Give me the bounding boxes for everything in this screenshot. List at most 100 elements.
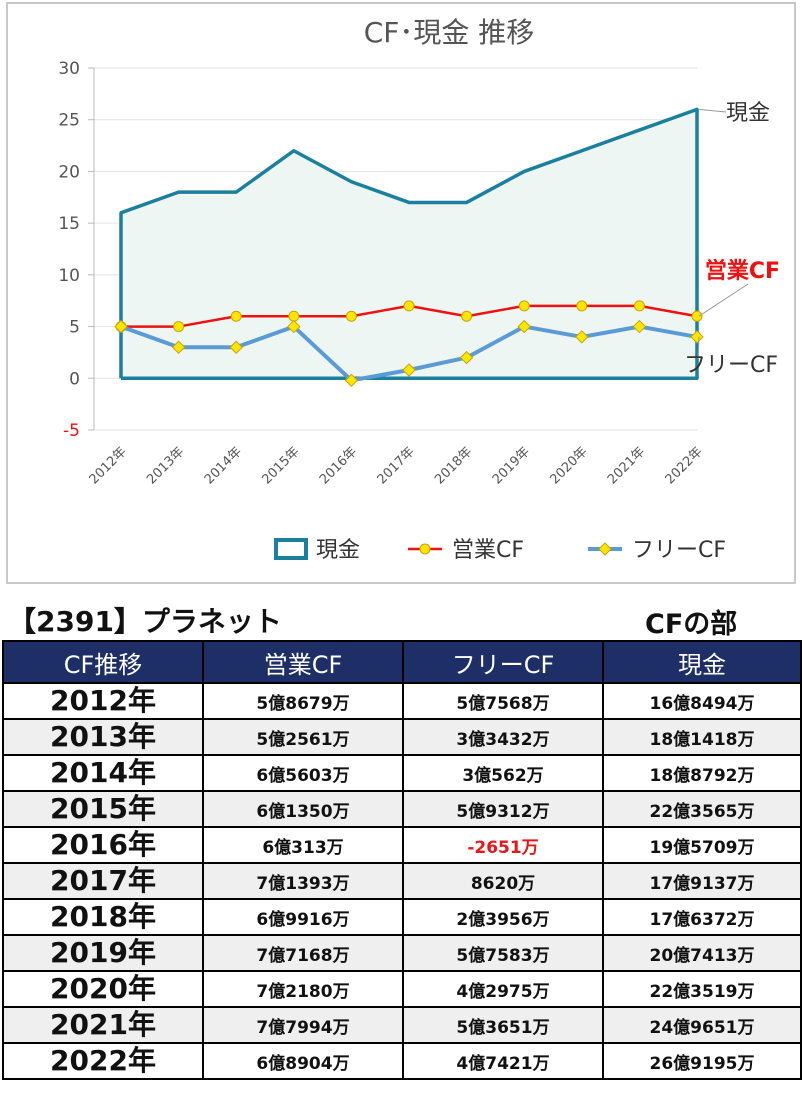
x-tick: 2012年 — [87, 444, 130, 487]
chart-title: CF･現金 推移 — [364, 16, 535, 49]
year-cell: 2013年 — [2, 718, 204, 756]
cash-cell: 22億3565万 — [602, 790, 802, 828]
free-cf-point — [402, 363, 416, 377]
free-cf-callout: フリーCF — [684, 353, 778, 378]
cash-cell: 19億5709万 — [602, 826, 802, 864]
x-tick: 2018年 — [432, 444, 475, 487]
legend-marker — [598, 542, 612, 556]
y-tick-label: 0 — [69, 369, 80, 389]
operating-cf-point — [345, 310, 357, 322]
year-cell: 2019年 — [2, 934, 204, 972]
y-tick-label: 5 — [69, 318, 80, 338]
table-row: 2020年 7億2180万 4億2975万 22億3519万 — [2, 970, 802, 1008]
operating-cf-cell: 7億2180万 — [202, 970, 404, 1008]
year-cell: 2014年 — [2, 754, 204, 792]
operating-cf-point — [173, 321, 185, 333]
legend-item-free-cf: フリーCF — [588, 538, 726, 563]
operating-cf-callout-leader — [698, 283, 749, 317]
cash-area-outline — [119, 107, 699, 381]
x-tick: 2017年 — [375, 444, 418, 487]
cash-cell: 26億9195万 — [602, 1042, 802, 1080]
y-axis-ticks: 30 25 20 15 10 5 0 -5 — [58, 59, 80, 441]
legend-label: フリーCF — [632, 538, 726, 563]
free-cf-cell: 5億9312万 — [402, 790, 604, 828]
header-cash: 現金 — [602, 640, 802, 684]
table-row: 2021年 7億7994万 5億3651万 24億9651万 — [2, 1006, 802, 1044]
free-cf-point — [171, 340, 186, 354]
y-tick-label: 20 — [58, 162, 80, 182]
operating-cf-point — [461, 310, 473, 322]
x-tick: 2015年 — [259, 444, 302, 487]
x-tick-label: 2015年 — [259, 444, 302, 487]
free-cf-cell: 2億3956万 — [402, 898, 604, 936]
table-row: 2016年 6億313万 -2651万 19億5709万 — [2, 826, 802, 864]
x-tick-label: 2012年 — [87, 444, 130, 487]
operating-cf-point — [288, 310, 300, 322]
free-cf-point — [517, 319, 531, 334]
operating-cf-cell: 6億313万 — [202, 826, 404, 864]
operating-cf-callout: 営業CF — [705, 258, 780, 284]
table-row: 2012年 5億8679万 5億7568万 16億8494万 — [2, 682, 802, 720]
table-row: 2018年 6億9916万 2億3956万 17億6372万 — [2, 898, 802, 936]
table-row: 2015年 6億1350万 5億9312万 22億3565万 — [2, 790, 802, 828]
header-free-cf: フリーCF — [402, 640, 604, 684]
free-cf-point — [575, 330, 589, 344]
free-cf-cell: 4億7421万 — [402, 1042, 604, 1080]
table-row: 2022年 6億8904万 4億7421万 26億9195万 — [2, 1042, 802, 1080]
legend-label: 現金 — [316, 538, 360, 563]
operating-cf-cell: 7億1393万 — [202, 862, 404, 900]
x-tick-label: 2020年 — [547, 444, 590, 487]
company-title: 【2391】プラネット — [8, 605, 282, 638]
year-cell: 2015年 — [2, 790, 204, 828]
header-operating-cf: 営業CF — [202, 640, 404, 684]
free-cf-point — [229, 340, 243, 354]
operating-cf-cell: 6億8904万 — [202, 1042, 404, 1080]
free-cf-cell: 3億562万 — [402, 754, 604, 792]
year-cell: 2020年 — [2, 970, 204, 1008]
cash-cell: 17億6372万 — [602, 898, 802, 936]
x-tick: 2016年 — [317, 444, 360, 487]
operating-cf-cell: 7億7994万 — [202, 1006, 404, 1044]
x-tick-label: 2018年 — [432, 444, 475, 487]
table-row: 2017年 7億1393万 8620万 17億9137万 — [2, 862, 802, 900]
operating-cf-cell: 5億8679万 — [202, 682, 404, 720]
legend-item-cash: 現金 — [274, 538, 360, 563]
operating-cf-point — [633, 300, 645, 312]
year-cell: 2017年 — [2, 862, 204, 900]
x-tick-label: 2016年 — [317, 444, 360, 487]
x-tick: 2013年 — [144, 444, 187, 487]
x-tick: 2019年 — [490, 444, 533, 487]
x-tick: 2014年 — [202, 444, 245, 487]
cash-cell: 22億3519万 — [602, 970, 802, 1008]
operating-cf-cell: 5億2561万 — [202, 718, 404, 756]
free-cf-point — [287, 319, 301, 334]
y-tick-label: 10 — [58, 266, 80, 286]
cash-callout: 現金 — [726, 101, 770, 126]
legend-label: 営業CF — [452, 538, 524, 563]
cash-cell: 17億9137万 — [602, 862, 802, 900]
operating-cf-point — [230, 310, 242, 322]
operating-cf-cell: 6億5603万 — [202, 754, 404, 792]
cash-callout-leader — [698, 108, 727, 113]
x-tick-label: 2013年 — [144, 444, 187, 487]
x-tick-label: 2021年 — [605, 444, 648, 487]
year-cell: 2018年 — [2, 898, 204, 936]
header-cf-trend: CF推移 — [2, 640, 204, 684]
free-cf-point — [459, 350, 474, 365]
operating-cf-point — [691, 310, 703, 322]
table-header-row: CF推移 営業CF フリーCF 現金 — [2, 640, 802, 684]
y-tick-label: -5 — [63, 421, 80, 441]
table-row: 2014年 6億5603万 3億562万 18億8792万 — [2, 754, 802, 792]
y-tick-label: 30 — [58, 59, 80, 79]
free-cf-point — [690, 330, 704, 344]
free-cf-callout-leader — [697, 336, 700, 360]
x-tick-label: 2014年 — [202, 444, 245, 487]
legend-marker — [419, 543, 431, 555]
x-tick-label: 2022年 — [663, 444, 706, 487]
x-tick-label: 2017年 — [375, 444, 418, 487]
x-tick: 2021年 — [605, 444, 648, 487]
free-cf-cell: 5億7583万 — [402, 934, 604, 972]
operating-cf-cell: 7億7168万 — [202, 934, 404, 972]
